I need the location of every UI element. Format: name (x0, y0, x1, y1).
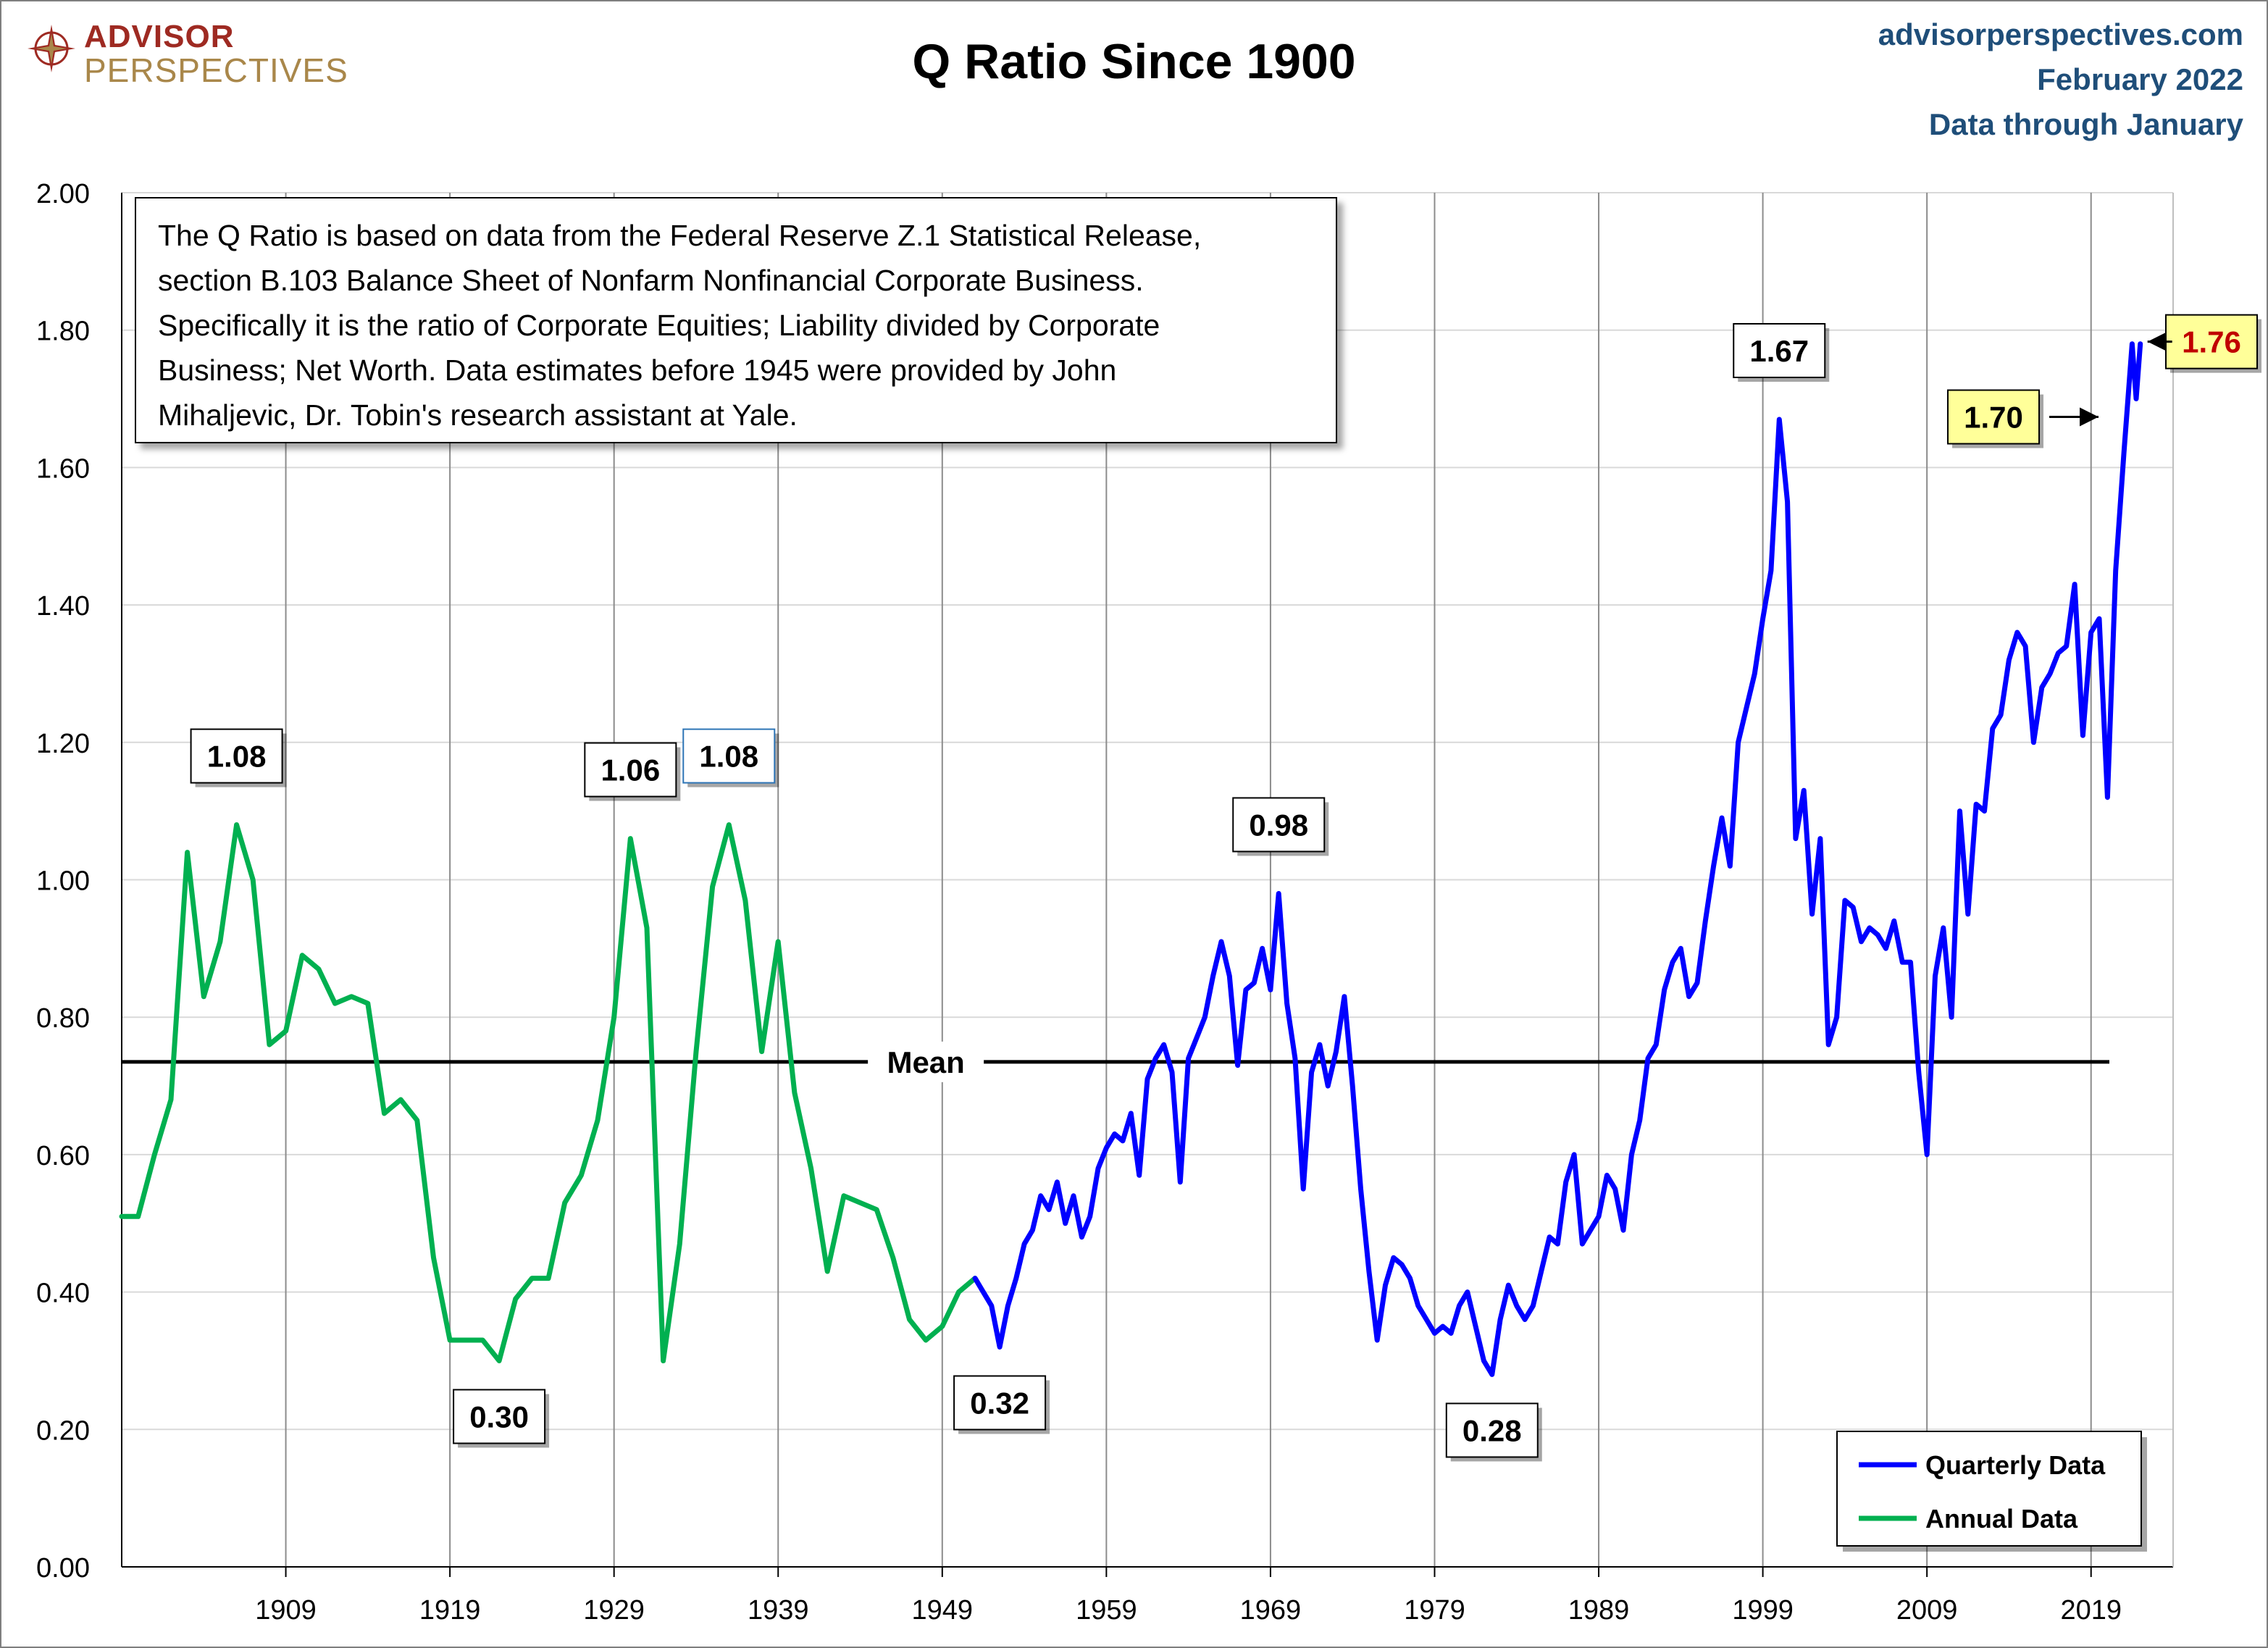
annotation-label: 1.67 (1749, 334, 1809, 368)
annotation-label: 1.08 (699, 740, 758, 774)
note-line: section B.103 Balance Sheet of Nonfarm N… (158, 264, 1144, 297)
y-tick-label: 0.20 (36, 1415, 90, 1446)
logo-text-perspectives: PERSPECTIVES (84, 51, 348, 89)
methodology-note: The Q Ratio is based on data from the Fe… (135, 197, 1337, 443)
x-tick-label: 1989 (1568, 1595, 1630, 1626)
annotation-arrow-head (2147, 332, 2167, 351)
x-tick-label: 1919 (419, 1595, 481, 1626)
annotation-label: 1.70 (1964, 401, 2023, 435)
annotation-label: 0.30 (469, 1400, 529, 1434)
y-tick-label: 2.00 (36, 179, 90, 209)
x-tick-label: 2019 (2060, 1595, 2122, 1626)
mean-label-bg (868, 1041, 984, 1082)
annotation-label: 1.08 (207, 740, 267, 774)
publication-date: February 2022 (2037, 62, 2243, 96)
annotation-box (953, 1375, 1047, 1431)
annotation-box (584, 742, 677, 798)
annotation-box (1445, 1402, 1539, 1458)
annotation-label: 1.06 (601, 753, 660, 787)
annotation-label: 0.28 (1463, 1413, 1522, 1447)
legend: Quarterly Data Annual Data (1836, 1431, 2147, 1552)
x-tick-label: 1979 (1404, 1595, 1465, 1626)
value-annotations: 1.08 0.30 1.06 1.08 0.32 0.98 0.28 1.67 1.70 1.76 (190, 314, 2261, 1462)
series-line-annual-data (119, 822, 978, 1363)
y-tick-label: 1.60 (36, 453, 90, 484)
y-tick-label: 1.80 (36, 317, 90, 347)
annotation-box (1947, 389, 2041, 445)
x-tick-label: 2009 (1896, 1595, 1958, 1626)
note-line: The Q Ratio is based on data from the Fe… (158, 219, 1202, 252)
x-tick-label: 1929 (583, 1595, 645, 1626)
y-tick-label: 0.60 (36, 1141, 90, 1171)
x-tick-label: 1999 (1732, 1595, 1794, 1626)
grid-lines (122, 192, 2173, 1567)
legend-label: Quarterly Data (1925, 1450, 2106, 1480)
note-line: Mihaljevic, Dr. Tobin's research assista… (158, 398, 798, 432)
legend-label: Annual Data (1925, 1504, 2078, 1534)
x-tick-label: 1969 (1240, 1595, 1302, 1626)
x-tick-label: 1939 (748, 1595, 809, 1626)
annotation-box (453, 1389, 546, 1444)
annotation-box (1733, 323, 1826, 379)
y-tick-label: 1.20 (36, 729, 90, 759)
series-lines (119, 341, 2143, 1377)
annotation-box (2165, 314, 2258, 369)
y-tick-label: 0.40 (36, 1279, 90, 1309)
annotation-arrow-head (2080, 407, 2099, 427)
mean-line-group: Mean (122, 1041, 2109, 1082)
data-through-label: Data through January (1928, 107, 2243, 141)
annotation-label: 1.76 (2182, 325, 2241, 359)
x-tick-label: 1909 (255, 1595, 317, 1626)
note-line: Specifically it is the ratio of Corporat… (158, 309, 1160, 342)
advisor-perspectives-logo: ADVISOR PERSPECTIVES (26, 19, 359, 91)
y-tick-label: 1.00 (36, 866, 90, 897)
annotation-box (1232, 797, 1326, 853)
chart-title: Q Ratio Since 1900 (912, 34, 1356, 89)
y-tick-label: 1.40 (36, 591, 90, 622)
mean-label: Mean (887, 1045, 964, 1079)
site-url: advisorperspectives.com (1878, 17, 2243, 51)
annotation-label: 0.32 (970, 1386, 1029, 1420)
x-tick-label: 1959 (1076, 1595, 1137, 1626)
compass-star-icon (28, 25, 75, 72)
axes: 0.00 0.20 0.40 0.60 0.80 1.00 1.20 1.40 1.60 1.80… (36, 179, 2174, 1626)
legend-box (1836, 1431, 2142, 1547)
x-tick-label: 1949 (912, 1595, 974, 1626)
y-tick-label: 0.00 (36, 1553, 90, 1584)
note-line: Business; Net Worth. Data estimates befo… (158, 354, 1117, 387)
annotation-label: 0.98 (1249, 808, 1308, 842)
annotation-box (682, 728, 776, 784)
annotation-box (190, 728, 283, 784)
logo-text-advisor: ADVISOR (84, 19, 235, 54)
y-tick-label: 0.80 (36, 1003, 90, 1034)
series-line-quarterly-data (972, 341, 2143, 1377)
